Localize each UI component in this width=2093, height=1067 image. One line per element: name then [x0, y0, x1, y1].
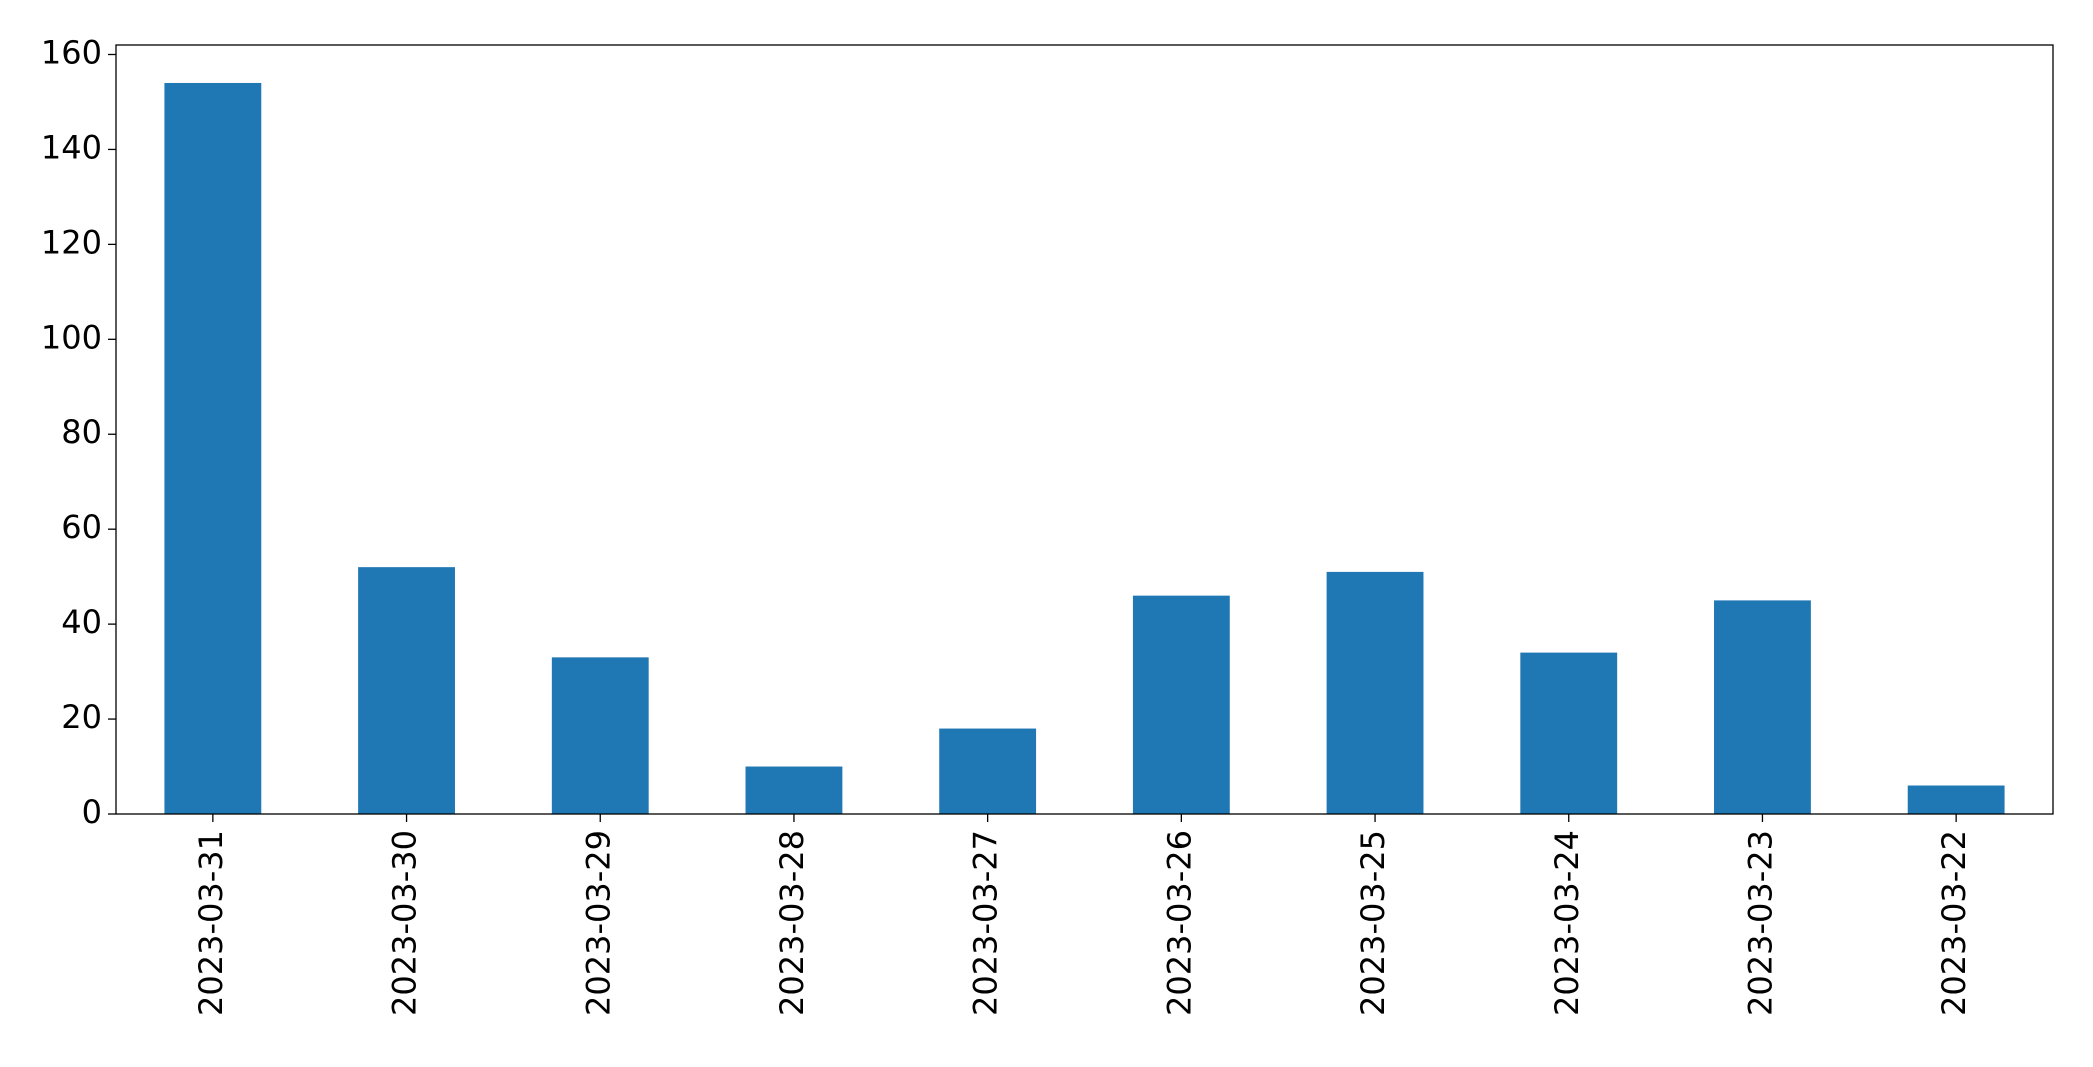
- y-tick-label: 100: [41, 318, 102, 356]
- y-tick-label: 160: [41, 33, 102, 71]
- y-tick-label: 0: [82, 793, 102, 831]
- bar: [551, 657, 649, 814]
- x-tick-label: 2023-03-22: [1935, 830, 1973, 1016]
- bar: [358, 567, 455, 814]
- x-tick-label: 2023-03-29: [579, 830, 617, 1016]
- y-tick-label: 120: [41, 223, 102, 261]
- x-tick-label: 2023-03-27: [967, 830, 1005, 1016]
- bar: [745, 766, 843, 814]
- y-tick-label: 60: [61, 508, 102, 546]
- x-tick-label: 2023-03-23: [1741, 830, 1779, 1016]
- plot-frame: [115, 44, 2054, 815]
- x-tick-label: 2023-03-30: [386, 830, 424, 1016]
- bar: [164, 82, 262, 814]
- bar: [1907, 785, 2005, 814]
- bar: [1132, 595, 1230, 814]
- x-tick-label: 2023-03-26: [1160, 830, 1198, 1016]
- y-tick-label: 80: [61, 413, 102, 451]
- x-tick-label: 2023-03-31: [192, 830, 230, 1016]
- y-tick-label: 140: [41, 128, 102, 166]
- y-tick-label: 40: [61, 603, 102, 641]
- y-tick-label: 20: [61, 698, 102, 736]
- bar: [1326, 571, 1424, 814]
- bar: [1714, 600, 1811, 814]
- x-tick-label: 2023-03-28: [773, 830, 811, 1016]
- x-tick-label: 2023-03-25: [1354, 830, 1392, 1016]
- bar: [1520, 652, 1618, 814]
- x-tick-label: 2023-03-24: [1548, 830, 1586, 1016]
- bar: [939, 728, 1037, 814]
